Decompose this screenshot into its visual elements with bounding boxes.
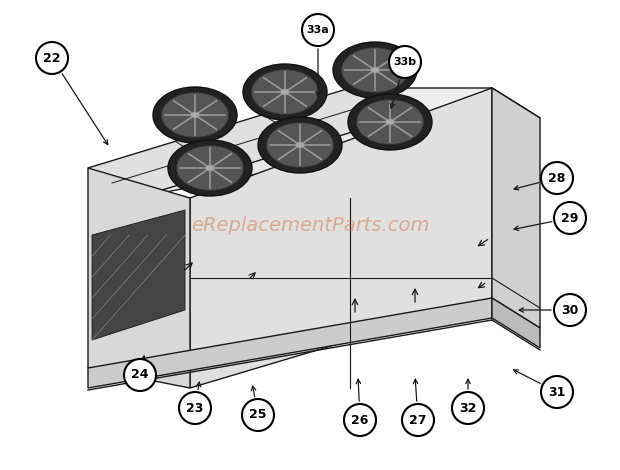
Polygon shape	[92, 210, 185, 340]
Polygon shape	[190, 88, 492, 388]
Ellipse shape	[370, 67, 379, 73]
Circle shape	[36, 42, 68, 74]
Text: 32: 32	[459, 401, 477, 415]
Text: 27: 27	[409, 414, 427, 426]
Ellipse shape	[161, 93, 229, 137]
Circle shape	[302, 14, 334, 46]
Circle shape	[554, 294, 586, 326]
Ellipse shape	[342, 47, 409, 93]
Polygon shape	[88, 88, 540, 198]
Circle shape	[541, 162, 573, 194]
Text: 25: 25	[249, 408, 267, 422]
Polygon shape	[88, 88, 398, 198]
Text: 26: 26	[352, 414, 369, 426]
Polygon shape	[492, 298, 540, 348]
Ellipse shape	[177, 146, 244, 190]
Ellipse shape	[168, 140, 252, 196]
Polygon shape	[350, 88, 540, 118]
Ellipse shape	[333, 42, 417, 98]
Polygon shape	[492, 88, 540, 328]
Ellipse shape	[205, 165, 215, 171]
Ellipse shape	[356, 100, 423, 144]
Text: 30: 30	[561, 304, 578, 316]
Polygon shape	[88, 298, 492, 388]
Circle shape	[124, 359, 156, 391]
Text: 28: 28	[548, 172, 565, 185]
Text: 22: 22	[43, 52, 61, 64]
Circle shape	[242, 399, 274, 431]
Circle shape	[389, 46, 421, 78]
Circle shape	[541, 376, 573, 408]
Circle shape	[344, 404, 376, 436]
Circle shape	[179, 392, 211, 424]
Text: 29: 29	[561, 212, 578, 225]
Circle shape	[452, 392, 484, 424]
Ellipse shape	[267, 123, 334, 167]
Text: 33b: 33b	[394, 57, 417, 67]
Polygon shape	[88, 168, 190, 388]
Ellipse shape	[280, 89, 290, 95]
Ellipse shape	[295, 142, 304, 148]
Circle shape	[402, 404, 434, 436]
Ellipse shape	[386, 119, 394, 125]
Text: 31: 31	[548, 385, 565, 399]
Ellipse shape	[153, 87, 237, 143]
Circle shape	[554, 202, 586, 234]
Text: 33a: 33a	[307, 25, 329, 35]
Text: 24: 24	[131, 368, 149, 382]
Ellipse shape	[348, 94, 432, 150]
Text: eReplacementParts.com: eReplacementParts.com	[191, 216, 429, 235]
Ellipse shape	[243, 64, 327, 120]
Ellipse shape	[190, 112, 200, 118]
Text: 23: 23	[187, 401, 204, 415]
Ellipse shape	[258, 117, 342, 173]
Ellipse shape	[251, 70, 319, 114]
